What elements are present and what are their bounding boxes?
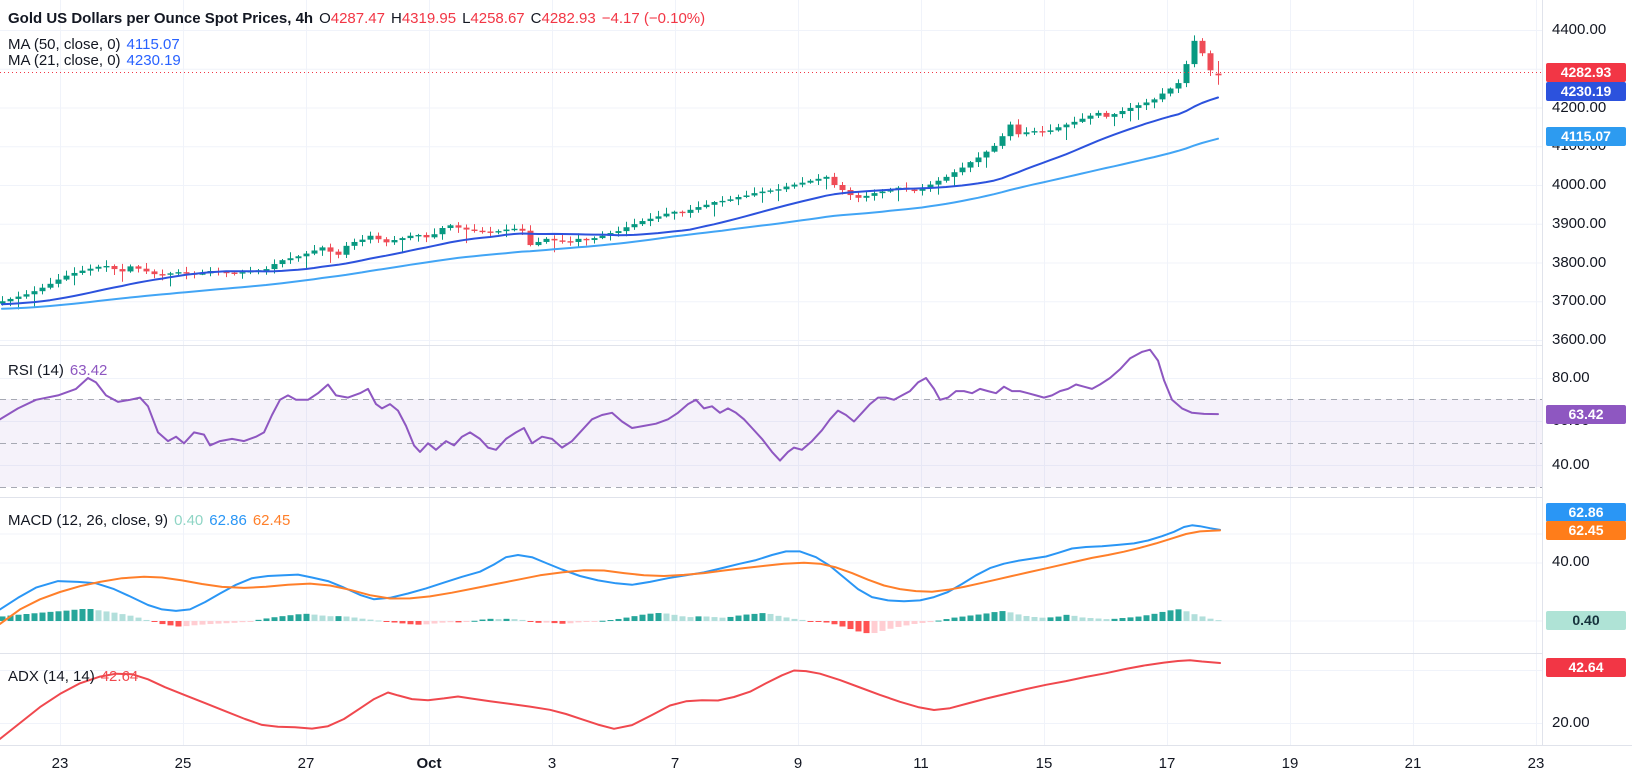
ma50-value: 4115.07 <box>126 36 180 53</box>
time-tick-label: 15 <box>1035 755 1053 772</box>
time-tick-label: 23 <box>1527 755 1545 772</box>
ma21-legend[interactable]: MA (21, close, 0) 4230.19 <box>8 52 187 69</box>
rsi-plot <box>0 348 1542 488</box>
moving-averages <box>1 96 1219 310</box>
axis-price-label: 4000.00 <box>1552 176 1607 193</box>
ma21-value: 4230.19 <box>126 52 181 69</box>
symbol-title: Gold US Dollars per Ounce Spot Prices, 4… <box>8 10 314 27</box>
macd-signal-value: 62.45 <box>252 512 291 529</box>
axis-price-label: 3800.00 <box>1552 253 1607 271</box>
ma50-legend[interactable]: MA (50, close, 0) 4115.07 <box>8 36 186 53</box>
time-tick-label: 9 <box>793 755 803 772</box>
axis-value-badge: 63.42 <box>1546 404 1626 424</box>
time-tick-label: 3 <box>547 755 557 772</box>
price-legend[interactable]: Gold US Dollars per Ounce Spot Prices, 4… <box>8 10 717 27</box>
axis-price-label: 4200.00 <box>1552 98 1607 116</box>
axis-price-label: 40.00 <box>1552 456 1590 473</box>
time-tick-label: 27 <box>297 755 315 772</box>
rsi-label: RSI (14) <box>8 362 64 379</box>
axis-price-label: 4400.00 <box>1552 21 1607 38</box>
axis-value-badge: 4230.19 <box>1546 81 1626 101</box>
adx-label: ADX (14, 14) <box>8 668 95 685</box>
macd-plot <box>0 524 1222 634</box>
time-tick-label: 21 <box>1404 755 1422 772</box>
axis-price-label: 40.00 <box>1552 553 1590 570</box>
axis-value-badge: 0.40 <box>1546 610 1626 630</box>
axis-value-badge: 62.45 <box>1546 520 1626 540</box>
macd-legend[interactable]: MACD (12, 26, close, 9) 0.40 62.86 62.45 <box>8 512 296 529</box>
time-tick-label: Oct <box>416 755 442 772</box>
macd-label: MACD (12, 26, close, 9) <box>8 512 169 529</box>
time-tick-label: 17 <box>1158 755 1176 772</box>
rsi-value: 63.42 <box>69 362 108 379</box>
axis-price-label: 80.00 <box>1552 369 1590 386</box>
macd-value: 62.86 <box>209 512 247 529</box>
time-axis[interactable] <box>0 745 1632 783</box>
axis-price-label: 3700.00 <box>1552 292 1607 310</box>
axis-price-label: 20.00 <box>1552 714 1590 731</box>
time-tick-label: 7 <box>670 755 680 772</box>
time-tick-label: 23 <box>51 755 69 772</box>
axis-value-badge: 62.86 <box>1546 502 1626 522</box>
axis-price-label: 3900.00 <box>1552 214 1607 232</box>
ma21-label: MA (21, close, 0) <box>8 52 121 69</box>
axis-value-badge: 4282.93 <box>1546 62 1626 82</box>
rsi-legend[interactable]: RSI (14) 63.42 <box>8 362 113 379</box>
axis-price-label: 3600.00 <box>1552 331 1607 348</box>
adx-value: 42.64 <box>100 668 139 685</box>
axis-value-badge: 4115.07 <box>1546 126 1626 146</box>
time-tick-label: 19 <box>1281 755 1299 772</box>
ohlc-values: O4287.47 H4319.95 L4258.67 C4282.93 −4.17 (−… <box>319 10 706 27</box>
adx-plot <box>0 659 1221 740</box>
axis-value-badge: 42.64 <box>1546 657 1626 677</box>
adx-legend[interactable]: ADX (14, 14) 42.64 <box>8 668 144 685</box>
time-tick-label: 11 <box>913 755 929 772</box>
time-tick-label: 25 <box>174 755 192 772</box>
panel-separators <box>0 345 1632 654</box>
macd-hist-value: 0.40 <box>174 512 204 529</box>
grid <box>0 0 1542 745</box>
ma50-label: MA (50, close, 0) <box>8 36 121 53</box>
